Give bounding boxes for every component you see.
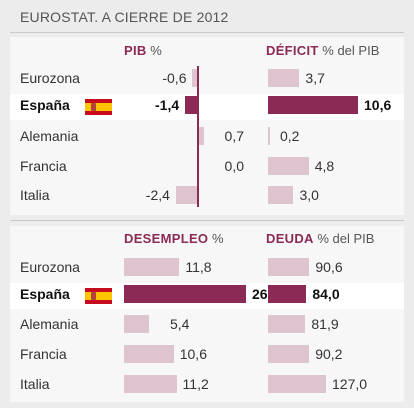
bar-3-0	[268, 258, 310, 276]
value-label-3-1: 84,0	[312, 286, 340, 302]
bar-3-1	[268, 285, 307, 303]
bar-1-2	[268, 127, 270, 145]
value-label-1-0: 3,7	[305, 70, 325, 86]
country-label-0: Eurozona	[20, 70, 80, 86]
spain-flag-icon	[85, 99, 112, 115]
value-label-3-4: 127,0	[332, 376, 368, 392]
bar-1-4	[268, 186, 294, 204]
value-label-1-4: 3,0	[299, 187, 319, 203]
bar-0-4	[175, 186, 198, 204]
value-label-0-4: -2,4	[145, 187, 170, 203]
top-divider	[10, 32, 404, 33]
country-label-6: España	[20, 286, 70, 302]
bar-0-0	[192, 69, 198, 87]
bar-2-3	[124, 345, 174, 363]
panel-title-main: DÉFICIT	[266, 43, 319, 58]
bar-0-1	[185, 96, 198, 114]
value-label-1-1: 10,6	[364, 97, 392, 113]
value-label-0-3: 0,0	[224, 158, 244, 174]
bar-1-0	[268, 69, 300, 87]
panel-title-unit: %	[150, 43, 162, 58]
panel-title-main: DEUDA	[266, 231, 314, 246]
value-label-2-2: 5,4	[170, 316, 190, 332]
bar-1-1	[268, 96, 358, 114]
panel-title-main: DESEMPLEO	[124, 231, 209, 246]
top-panel	[10, 37, 404, 215]
bar-3-3	[268, 345, 310, 363]
bar-2-4	[124, 375, 177, 393]
middle-divider	[10, 220, 404, 221]
country-label-8: Francia	[20, 346, 67, 362]
country-label-4: Italia	[20, 187, 50, 203]
value-label-3-3: 90,2	[315, 346, 343, 362]
bar-0-2	[198, 127, 205, 145]
panel-title-1: DÉFICIT % del PIB	[266, 43, 379, 58]
value-label-2-4: 11,2	[182, 376, 209, 392]
source-note: EUROSTAT. A CIERRE DE 2012	[20, 9, 229, 25]
zero-axis	[197, 66, 199, 207]
bar-1-3	[268, 157, 309, 175]
bottom-panel	[10, 226, 404, 402]
value-label-2-3: 10,6	[179, 346, 207, 362]
value-label-0-2: 0,7	[224, 128, 244, 144]
value-label-1-3: 4,8	[314, 158, 335, 174]
panel-title-0: PIB %	[124, 43, 162, 58]
bar-2-0	[124, 258, 180, 276]
value-label-3-0: 90,6	[315, 259, 343, 275]
panel-title-unit: % del PIB	[322, 43, 380, 58]
panel-title-3: DEUDA % del PIB	[266, 231, 374, 246]
country-label-1: España	[20, 97, 70, 113]
country-label-7: Alemania	[20, 316, 79, 332]
country-label-2: Alemania	[20, 128, 79, 144]
country-label-5: Eurozona	[20, 259, 80, 275]
bar-2-2	[124, 315, 150, 333]
value-label-0-0: -0,6	[162, 70, 187, 86]
panel-title-2: DESEMPLEO %	[124, 231, 224, 246]
spain-flag-icon	[85, 288, 112, 304]
value-label-3-2: 81,9	[311, 316, 339, 332]
bar-2-1	[124, 285, 246, 303]
country-label-9: Italia	[20, 376, 50, 392]
bar-3-4	[268, 375, 326, 393]
country-label-3: Francia	[20, 158, 67, 174]
flag-crest	[91, 103, 96, 111]
panel-title-unit: % del PIB	[317, 231, 375, 246]
value-label-2-0: 11,8	[185, 259, 212, 275]
panel-title-unit: %	[211, 231, 224, 246]
value-label-1-2: 0,2	[280, 128, 300, 144]
panel-title-main: PIB	[124, 43, 147, 58]
flag-crest	[91, 292, 96, 300]
bar-3-2	[268, 315, 306, 333]
value-label-0-1: -1,4	[155, 97, 180, 113]
